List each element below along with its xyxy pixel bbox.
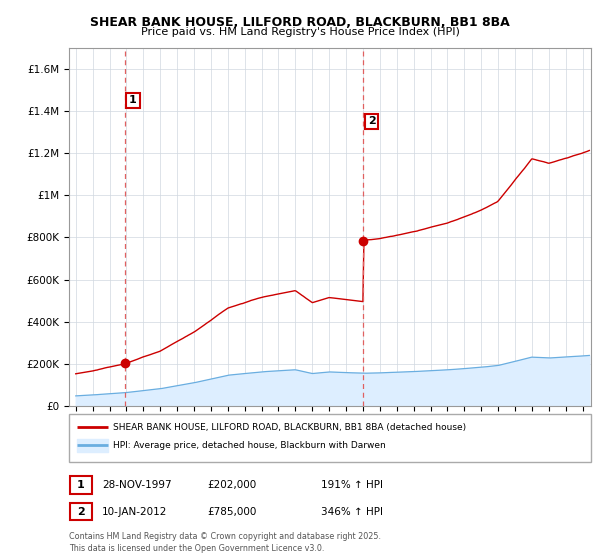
Text: 2: 2 [368,116,376,127]
Text: 346% ↑ HPI: 346% ↑ HPI [321,507,383,517]
Text: 1: 1 [77,480,85,490]
Text: 191% ↑ HPI: 191% ↑ HPI [321,480,383,490]
Text: £785,000: £785,000 [207,507,256,517]
Text: Price paid vs. HM Land Registry's House Price Index (HPI): Price paid vs. HM Land Registry's House … [140,27,460,37]
Text: SHEAR BANK HOUSE, LILFORD ROAD, BLACKBURN, BB1 8BA: SHEAR BANK HOUSE, LILFORD ROAD, BLACKBUR… [90,16,510,29]
Text: 28-NOV-1997: 28-NOV-1997 [102,480,172,490]
Text: 1: 1 [129,95,137,105]
Text: 2: 2 [77,507,85,517]
Text: £202,000: £202,000 [207,480,256,490]
Text: HPI: Average price, detached house, Blackburn with Darwen: HPI: Average price, detached house, Blac… [113,441,386,450]
Text: Contains HM Land Registry data © Crown copyright and database right 2025.
This d: Contains HM Land Registry data © Crown c… [69,533,381,553]
Text: 10-JAN-2012: 10-JAN-2012 [102,507,167,517]
Text: SHEAR BANK HOUSE, LILFORD ROAD, BLACKBURN, BB1 8BA (detached house): SHEAR BANK HOUSE, LILFORD ROAD, BLACKBUR… [113,423,466,432]
